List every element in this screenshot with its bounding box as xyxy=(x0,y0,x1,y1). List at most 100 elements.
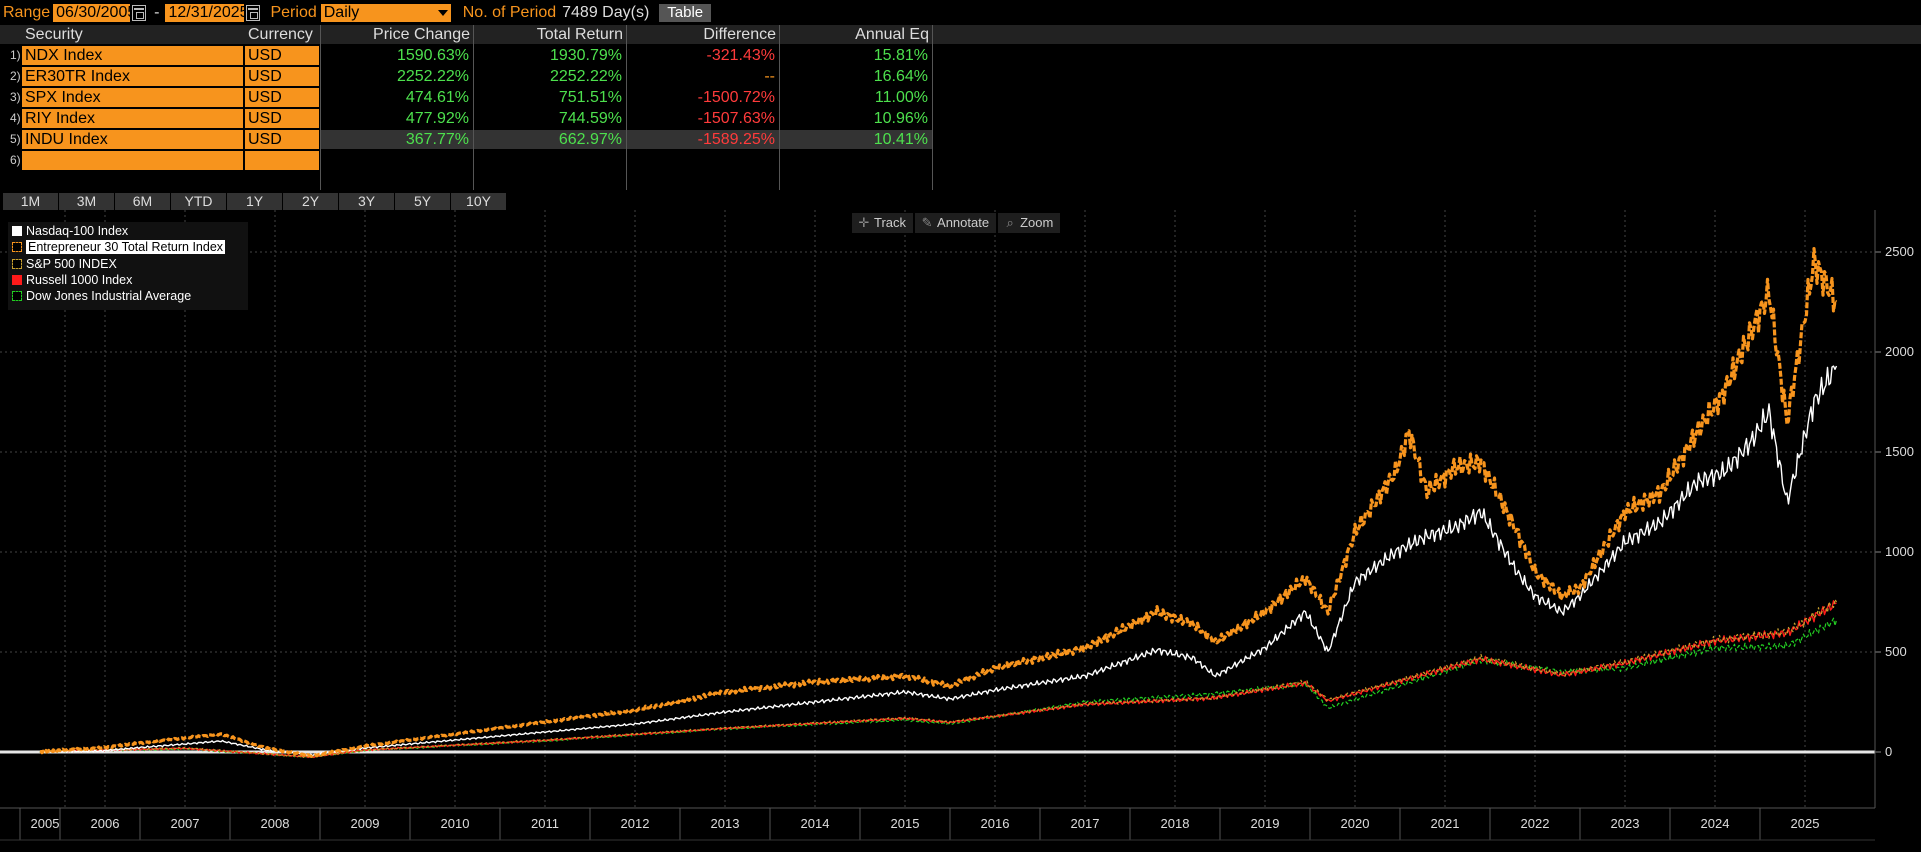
cell-difference: -- xyxy=(764,68,775,85)
legend-swatch xyxy=(12,226,22,236)
cell-difference: -1507.63% xyxy=(697,110,775,127)
tool-zoom-button[interactable]: ⌕ Zoom xyxy=(998,213,1061,233)
cell-currency[interactable]: USD xyxy=(245,109,319,128)
column-header-price-change[interactable]: Price Change xyxy=(373,26,470,43)
cell-security[interactable]: ER30TR Index xyxy=(22,67,243,86)
period-dropdown[interactable]: Daily xyxy=(320,3,451,22)
grid-header xyxy=(0,25,1921,44)
magnifier-icon: ⌕ xyxy=(1006,215,1014,230)
chart-tools: ✛ Track ✎ Annotate ⌕ Zoom xyxy=(852,213,1062,233)
series-line-entrepreneur-30-total-return-index[interactable] xyxy=(39,247,1838,758)
end-date-field[interactable]: 12/31/2025 xyxy=(165,3,249,22)
cell-currency[interactable]: USD xyxy=(245,88,319,107)
legend-item[interactable]: S&P 500 INDEX xyxy=(12,257,117,272)
legend-swatch xyxy=(12,274,22,285)
performance-chart[interactable]: 0 500 1000 1500 2000 2500 2005 2006 2007 2008 2009… xyxy=(0,210,1921,852)
cell-total-return: 1930.79% xyxy=(549,47,622,64)
series-line-nasdaq-100-index[interactable] xyxy=(39,365,1838,757)
x-tick-label: 2021 xyxy=(1431,816,1460,831)
cell-security[interactable]: INDU Index xyxy=(22,130,243,149)
x-tick-label: 2017 xyxy=(1071,816,1100,831)
y-tick-label: 500 xyxy=(1885,644,1907,659)
cell-price-change: 2252.22% xyxy=(396,68,469,85)
period-value: Daily xyxy=(323,3,360,21)
y-tick-label: 2000 xyxy=(1885,344,1914,359)
cell-annual-eq: 16.64% xyxy=(873,68,928,85)
no-of-period-value: 7489 Day(s) xyxy=(562,3,650,21)
legend-item[interactable]: Russell 1000 Index xyxy=(12,273,132,288)
start-date-field[interactable]: 06/30/2005 xyxy=(53,3,136,22)
cell-currency[interactable]: USD xyxy=(245,46,319,65)
legend-label: Entrepreneur 30 Total Return Index xyxy=(26,240,226,255)
series-line-russell-1000-index[interactable] xyxy=(39,600,1837,759)
cell-security[interactable] xyxy=(22,151,243,170)
column-divider xyxy=(779,25,780,190)
end-calendar-icon[interactable] xyxy=(246,4,261,21)
selected-row-highlight xyxy=(321,130,933,149)
column-divider xyxy=(473,25,474,190)
security-grid: 1) NDX Index USD 1590.63% 1930.79% -321.43% 15… xyxy=(0,25,1921,192)
column-header-total-return[interactable]: Total Return xyxy=(536,26,623,43)
cell-currency[interactable]: USD xyxy=(245,130,319,149)
x-tick-label: 2018 xyxy=(1161,816,1190,831)
cell-total-return: 751.51% xyxy=(558,89,622,106)
period-tab-1m[interactable]: 1M xyxy=(3,193,58,210)
y-tick-label: 2500 xyxy=(1885,244,1914,259)
column-header-currency[interactable]: Currency xyxy=(248,26,313,43)
cell-security[interactable]: NDX Index xyxy=(22,46,243,65)
column-divider xyxy=(320,25,321,190)
legend-label: Russell 1000 Index xyxy=(26,272,133,287)
period-tab-3m[interactable]: 3M xyxy=(59,193,114,210)
series-line-s-p-500-index[interactable] xyxy=(39,599,1838,758)
cell-price-change: 1590.63% xyxy=(396,47,469,64)
table-button[interactable]: Table xyxy=(659,3,712,22)
series-line-dow-jones-industrial-average[interactable] xyxy=(39,617,1838,758)
cell-security[interactable]: SPX Index xyxy=(22,88,243,107)
cell-annual-eq: 10.96% xyxy=(873,110,928,127)
y-tick-label: 1500 xyxy=(1885,444,1914,459)
y-tick-label: 0 xyxy=(1885,744,1892,759)
column-header-difference[interactable]: Difference xyxy=(703,26,776,43)
period-tab-10y[interactable]: 10Y xyxy=(451,193,506,210)
tool-label: Track xyxy=(874,215,907,230)
period-tab-1y[interactable]: 1Y xyxy=(227,193,282,210)
period-tab-2y[interactable]: 2Y xyxy=(283,193,338,210)
tool-track-button[interactable]: ✛ Track xyxy=(852,213,914,233)
y-tick-label: 1000 xyxy=(1885,544,1914,559)
x-tick-label: 2005 xyxy=(31,816,60,831)
cell-currency[interactable]: USD xyxy=(245,67,319,86)
pencil-icon: ✎ xyxy=(921,215,933,230)
legend-swatch xyxy=(12,242,22,253)
row-number: 6) xyxy=(10,153,21,167)
cell-security[interactable]: RIY Index xyxy=(22,109,243,128)
legend-item[interactable]: Dow Jones Industrial Average xyxy=(12,289,191,304)
no-of-period-label: No. of Period xyxy=(462,3,557,21)
cell-currency[interactable] xyxy=(245,151,319,170)
legend-label: Dow Jones Industrial Average xyxy=(26,289,192,304)
period-tab-6m[interactable]: 6M xyxy=(115,193,170,210)
tool-annotate-button[interactable]: ✎ Annotate xyxy=(915,213,997,233)
column-header-security[interactable]: Security xyxy=(25,26,83,43)
period-label: Period xyxy=(270,3,317,21)
x-tick-label: 2013 xyxy=(711,816,740,831)
x-tick-label: 2016 xyxy=(981,816,1010,831)
period-tab-3y[interactable]: 3Y xyxy=(339,193,394,210)
cell-annual-eq xyxy=(780,151,931,170)
x-tick-label: 2011 xyxy=(531,816,559,831)
chart-legend: Nasdaq-100 Index Entrepreneur 30 Total Re… xyxy=(8,222,248,310)
start-calendar-icon[interactable] xyxy=(132,4,147,21)
legend-item[interactable]: Nasdaq-100 Index xyxy=(12,224,128,239)
tool-label: Annotate xyxy=(937,215,990,230)
x-tick-label: 2014 xyxy=(801,816,830,831)
column-header-annual-eq[interactable]: Annual Eq xyxy=(855,26,929,43)
cell-price-change: 474.61% xyxy=(405,89,469,106)
cell-annual-eq: 15.81% xyxy=(873,47,928,64)
legend-item[interactable]: Entrepreneur 30 Total Return Index xyxy=(12,240,226,255)
x-tick-label: 2015 xyxy=(891,816,920,831)
row-number: 4) xyxy=(10,111,21,125)
period-tab-5y[interactable]: 5Y xyxy=(395,193,450,210)
period-tab-ytd[interactable]: YTD xyxy=(171,193,226,210)
range-bar: Range 06/30/2005 - 12/31/2025 Period Dai… xyxy=(0,0,1921,25)
cell-annual-eq: 10.41% xyxy=(873,131,928,148)
legend-swatch xyxy=(12,258,22,269)
